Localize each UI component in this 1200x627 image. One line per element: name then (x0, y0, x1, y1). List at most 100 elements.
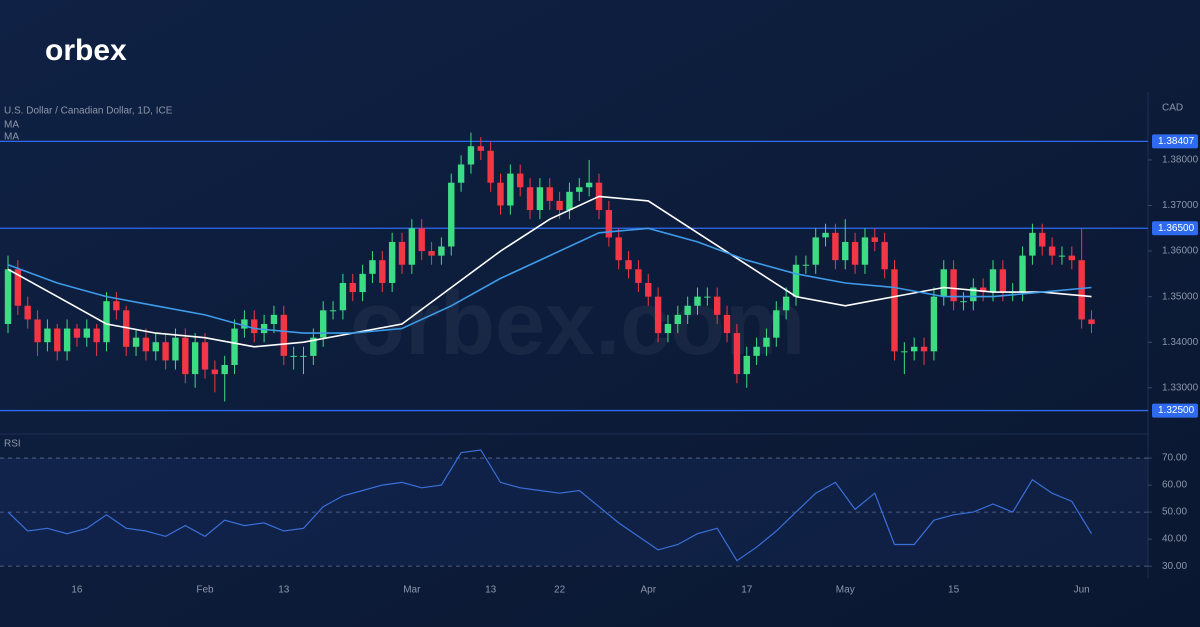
candle-body (359, 273, 366, 293)
candle-body (694, 296, 701, 306)
candle-body (566, 191, 573, 211)
candle-body (63, 328, 71, 352)
candle-body (211, 369, 219, 375)
candle-body (83, 328, 90, 338)
level-tag (1152, 134, 1198, 149)
candle-body (438, 246, 445, 256)
level-label: 1.32500 (1158, 405, 1195, 416)
candle-body (585, 182, 593, 188)
candle-body (605, 210, 613, 238)
level-tag (1152, 403, 1198, 418)
candle-body (940, 269, 947, 297)
candle-body (782, 296, 790, 311)
candle-body (132, 337, 140, 347)
candle-body (517, 173, 524, 188)
candle-body (34, 319, 41, 343)
rsi-line (7, 449, 1093, 562)
candle-body (763, 337, 770, 347)
candle-body (241, 319, 248, 329)
candle-body (310, 337, 317, 356)
candle-body (448, 182, 455, 247)
candle-body (733, 333, 741, 375)
candle-body (635, 269, 642, 283)
candle-body (320, 310, 327, 338)
candle-body (989, 269, 997, 293)
candle-body (979, 287, 987, 293)
rsi-label: RSI (4, 439, 21, 450)
x-tick-label: 13 (485, 585, 497, 596)
candle-body (1088, 319, 1095, 324)
candle-body (182, 337, 189, 375)
candle-body (723, 314, 731, 334)
candle-body (44, 328, 51, 343)
candle-body (664, 323, 672, 334)
candle-body (339, 282, 347, 311)
y-tick-label: 1.34000 (1162, 337, 1199, 348)
candle-body (891, 269, 898, 352)
candle-body (54, 328, 61, 352)
candle-body (260, 323, 268, 334)
candle-body (270, 314, 278, 324)
level-tag (1152, 221, 1198, 236)
x-tick-label: May (836, 585, 855, 596)
candle-body (1068, 255, 1075, 261)
x-tick-label: 17 (741, 585, 753, 596)
candle-body (1048, 246, 1056, 256)
moving-average (7, 195, 1092, 348)
candle-body (507, 173, 514, 206)
candle-body (152, 342, 159, 352)
candle-body (615, 237, 622, 261)
candle-body (802, 264, 810, 266)
rsi-tick-label: 50.00 (1162, 507, 1187, 518)
y-tick-label: 1.33000 (1162, 382, 1199, 393)
candle-body (920, 346, 928, 352)
x-tick-label: Mar (403, 585, 421, 596)
candle-body (536, 187, 544, 211)
candle-body (1029, 232, 1036, 256)
candle-body (290, 355, 297, 357)
logo: orbex (45, 34, 127, 67)
level-label: 1.36500 (1158, 223, 1195, 234)
candle-body (428, 251, 435, 256)
candle-body (103, 301, 110, 343)
candle-body (999, 269, 1007, 293)
chart-title: U.S. Dollar / Canadian Dollar, 1D, ICE (4, 106, 173, 117)
candle-body (1039, 232, 1046, 247)
candle-body (526, 187, 534, 211)
candle-body (349, 282, 356, 293)
candle-body (477, 146, 484, 151)
x-tick-label: 22 (554, 585, 566, 596)
candle-body (457, 164, 465, 183)
candle-body (822, 232, 829, 238)
candle-body (280, 314, 287, 356)
candle-body (369, 260, 376, 274)
x-tick-label: 15 (948, 585, 960, 596)
candle-body (300, 355, 307, 357)
candle-body (73, 328, 81, 338)
candle-body (773, 310, 780, 338)
candle-body (674, 314, 681, 324)
candle-body (704, 296, 711, 298)
candle-body (576, 187, 583, 192)
rsi-tick-label: 70.00 (1162, 453, 1187, 464)
candle-body (753, 346, 760, 356)
level-label: 1.38407 (1158, 136, 1195, 147)
x-tick-label: 13 (278, 585, 290, 596)
rsi-tick-label: 30.00 (1162, 561, 1187, 572)
candle-body (251, 319, 258, 334)
rsi-tick-label: 40.00 (1162, 534, 1187, 545)
x-tick-label: Jun (1074, 585, 1090, 596)
candle-body (388, 241, 396, 283)
x-tick-label: Feb (196, 585, 214, 596)
candle-body (4, 269, 12, 324)
candle-body (172, 337, 179, 361)
candle-body (14, 269, 22, 306)
candle-body (714, 296, 721, 315)
candle-body (142, 337, 150, 352)
candle-body (24, 305, 31, 320)
candle-body (123, 310, 130, 347)
candle-body (743, 355, 750, 375)
candle-body (911, 346, 918, 352)
candle-body (881, 241, 888, 270)
